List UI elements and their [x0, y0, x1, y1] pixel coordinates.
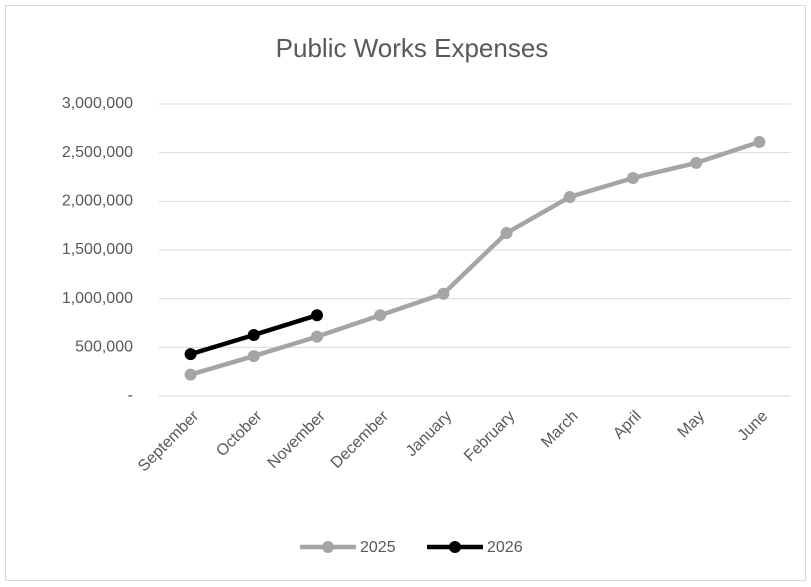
chart-title: Public Works Expenses	[276, 33, 549, 63]
data-point	[627, 171, 639, 184]
y-tick-label: 1,000,000	[62, 290, 133, 307]
data-point	[247, 350, 260, 363]
series-line	[188, 139, 762, 377]
y-tick-label: 3,000,000	[62, 95, 133, 112]
y-tick-label: 1,500,000	[62, 241, 133, 258]
legend-marker	[322, 541, 334, 553]
data-point	[753, 135, 766, 148]
data-point	[184, 368, 197, 381]
y-tick-label: 500,000	[75, 339, 133, 356]
data-point	[437, 287, 450, 300]
y-tick-label: 2,000,000	[62, 193, 133, 210]
legend-label: 2026	[487, 539, 523, 556]
data-point	[374, 309, 387, 322]
data-point	[311, 330, 323, 343]
data-point	[184, 348, 197, 361]
chart-border	[5, 5, 806, 581]
data-point	[690, 156, 703, 169]
legend-marker	[449, 541, 461, 553]
data-point	[500, 226, 513, 239]
data-point	[563, 190, 576, 203]
y-tick-label: -	[128, 387, 133, 404]
legend-label: 2025	[360, 539, 396, 556]
y-tick-label: 2,500,000	[62, 144, 133, 161]
data-point	[311, 309, 323, 322]
data-point	[247, 328, 260, 341]
